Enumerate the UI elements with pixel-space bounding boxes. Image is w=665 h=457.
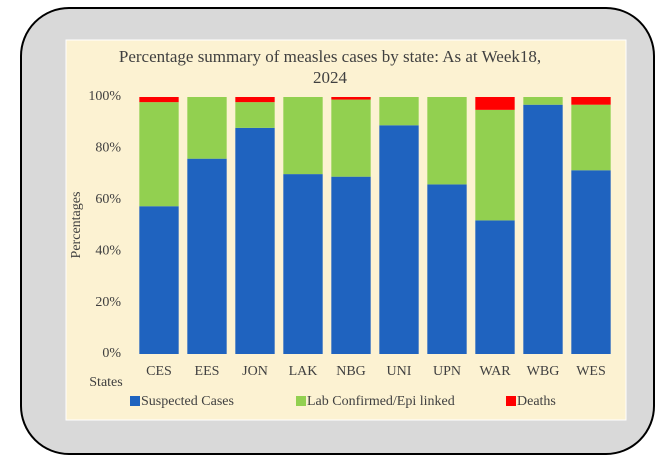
x-tick-label: UPN xyxy=(433,364,461,379)
bar-segment xyxy=(379,97,419,126)
x-tick-label: WES xyxy=(576,364,606,379)
legend-swatch xyxy=(130,396,140,406)
bar-segment xyxy=(331,99,371,177)
bar-segment xyxy=(235,127,275,354)
y-tick-label: 60% xyxy=(95,192,121,207)
bar-segment xyxy=(283,97,323,175)
bar-segment xyxy=(475,97,515,110)
bar-segment xyxy=(331,176,371,354)
bar-segment xyxy=(427,97,467,185)
y-tick-label: 100% xyxy=(88,89,121,104)
bar-segment xyxy=(427,184,467,354)
bar-segment xyxy=(571,170,611,354)
bar-segment xyxy=(187,158,227,354)
bar-segment xyxy=(235,102,275,128)
legend-label: Deaths xyxy=(517,394,556,409)
chart-title: Percentage summary of measles cases by s… xyxy=(118,47,542,87)
legend-label: Suspected Cases xyxy=(141,394,234,409)
bar-segment xyxy=(139,97,179,103)
x-tick-label: WAR xyxy=(479,364,511,379)
bar-segment xyxy=(331,97,371,100)
y-tick-label: 0% xyxy=(102,346,121,361)
x-tick-label: WBG xyxy=(527,364,560,379)
x-tick-label: JON xyxy=(242,364,268,379)
bar-segment xyxy=(283,174,323,354)
bar-segment xyxy=(187,97,227,159)
legend-swatch xyxy=(506,396,516,406)
legend-swatch xyxy=(296,396,306,406)
bar-segment xyxy=(139,102,179,207)
bar-segment xyxy=(139,206,179,354)
bar-segment xyxy=(475,220,515,354)
y-tick-label: 20% xyxy=(95,295,121,310)
bar-segment xyxy=(571,104,611,171)
x-tick-label: EES xyxy=(195,364,220,379)
legend-label: Lab Confirmed/Epi linked xyxy=(307,394,455,409)
bar-segment xyxy=(523,104,563,355)
bar-segment xyxy=(235,97,275,103)
bar-segment xyxy=(571,97,611,105)
x-tick-label: LAK xyxy=(289,364,318,379)
bar-segment xyxy=(475,109,515,221)
x-tick-label: NBG xyxy=(336,364,366,379)
bar-segment xyxy=(523,97,563,105)
x-tick-label: CES xyxy=(146,364,172,379)
y-tick-label: 80% xyxy=(95,141,121,156)
bar-segment xyxy=(379,125,419,355)
y-axis-label: Percentages xyxy=(69,192,84,259)
x-axis-label: States xyxy=(89,375,122,390)
y-tick-label: 40% xyxy=(95,243,121,258)
x-tick-label: UNI xyxy=(387,364,412,379)
